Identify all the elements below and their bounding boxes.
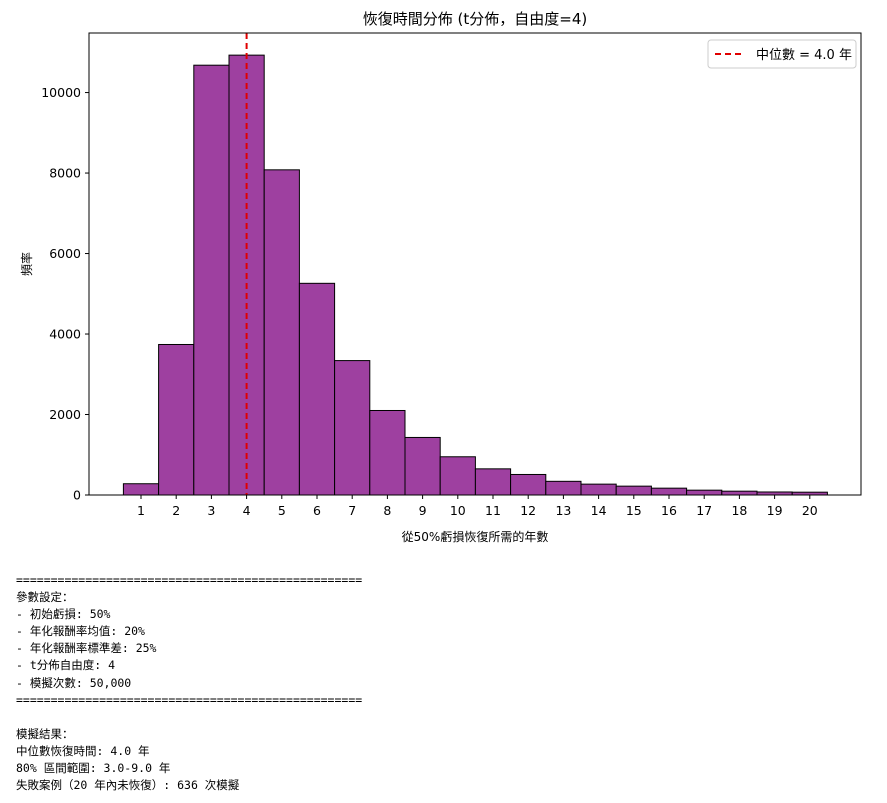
- console-line: - t分佈自由度: 4: [16, 658, 116, 673]
- y-axis-label: 頻率: [19, 252, 34, 276]
- x-tick-label-18: 18: [731, 503, 747, 518]
- console-line: - 年化報酬率標準差: 25%: [16, 641, 157, 656]
- bar-1: [122, 483, 160, 496]
- x-tick-label-3: 3: [207, 503, 215, 518]
- bar-12: [510, 473, 547, 496]
- y-tick-label-0: 0: [73, 488, 81, 503]
- x-tick-label-2: 2: [172, 503, 180, 518]
- chart-title: 恢復時間分佈 (t分佈，自由度=4): [363, 10, 587, 28]
- bar-14: [580, 483, 617, 496]
- bar-16: [650, 487, 688, 496]
- console-line: 失敗案例（20 年內未恢復）: 636 次模擬: [16, 778, 240, 793]
- console-line: 80% 區間範圍: 3.0-9.0 年: [16, 761, 171, 776]
- y-tick-label-2000: 2000: [49, 407, 81, 422]
- x-axis-label: 從50%虧損恢復所需的年數: [402, 529, 549, 544]
- x-tick-label-10: 10: [450, 503, 466, 518]
- y-tick-label-8000: 8000: [49, 166, 81, 181]
- bar-13: [545, 480, 582, 496]
- x-tick-label-13: 13: [555, 503, 571, 518]
- x-tick-label-19: 19: [767, 503, 783, 518]
- bar-10: [439, 456, 476, 496]
- bar-15: [615, 485, 652, 496]
- y-tick-label-6000: 6000: [49, 246, 81, 261]
- bar-11: [474, 468, 512, 496]
- console-line: ========================================…: [16, 692, 363, 707]
- x-tick-label-9: 9: [419, 503, 427, 518]
- x-tick-label-5: 5: [278, 503, 286, 518]
- legend: 中位數 = 4.0 年: [707, 39, 857, 69]
- x-tick-label-7: 7: [348, 503, 356, 518]
- bar-9: [404, 436, 441, 496]
- bar-2: [158, 343, 195, 496]
- bar-7: [334, 360, 371, 496]
- x-tick-label-17: 17: [696, 503, 712, 518]
- x-tick-label-1: 1: [137, 503, 145, 518]
- bar-17: [686, 489, 723, 496]
- legend-box: [707, 39, 857, 69]
- x-tick-label-15: 15: [626, 503, 642, 518]
- console-line: 模擬結果：: [16, 726, 74, 741]
- x-ticks: 1 2 3 4 5 6 7 8 9 10 11 12 13 14 15 16 17 18 19 20: [137, 495, 818, 518]
- console-line: 參數設定：: [16, 590, 74, 605]
- x-tick-label-8: 8: [383, 503, 391, 518]
- plot-frame: [88, 32, 862, 496]
- bars-group: [122, 54, 828, 496]
- bar-5: [263, 169, 300, 496]
- bar-8: [369, 409, 406, 496]
- bar-3: [193, 64, 230, 496]
- y-ticks: 0 2000 4000 6000 8000 10000: [41, 85, 89, 503]
- bar-6: [298, 282, 336, 496]
- x-tick-label-20: 20: [802, 503, 818, 518]
- y-tick-label-4000: 4000: [49, 327, 81, 342]
- x-tick-label-11: 11: [485, 503, 501, 518]
- console-line: 中位數恢復時間: 4.0 年: [16, 743, 150, 758]
- console-output: ========================================…: [16, 572, 362, 794]
- legend-label: 中位數 = 4.0 年: [756, 48, 852, 63]
- y-tick-label-10000: 10000: [41, 85, 81, 100]
- console-line: - 模擬次數: 50,000: [16, 675, 132, 690]
- x-tick-label-12: 12: [520, 503, 536, 518]
- x-tick-label-6: 6: [313, 503, 321, 518]
- histogram-chart: 恢復時間分佈 (t分佈，自由度=4) 1 2 3 4 5 6 7 8 9 10 11 12 13 14 15…: [19, 10, 862, 544]
- bar-18: [721, 490, 758, 496]
- x-tick-label-4: 4: [243, 503, 251, 518]
- console-line: ========================================…: [16, 573, 363, 587]
- console-line: [16, 709, 362, 726]
- x-tick-label-16: 16: [661, 503, 677, 518]
- console-line: - 初始虧損: 50%: [16, 607, 111, 622]
- console-line: - 年化報酬率均值: 20%: [16, 624, 145, 639]
- x-tick-label-14: 14: [591, 503, 607, 518]
